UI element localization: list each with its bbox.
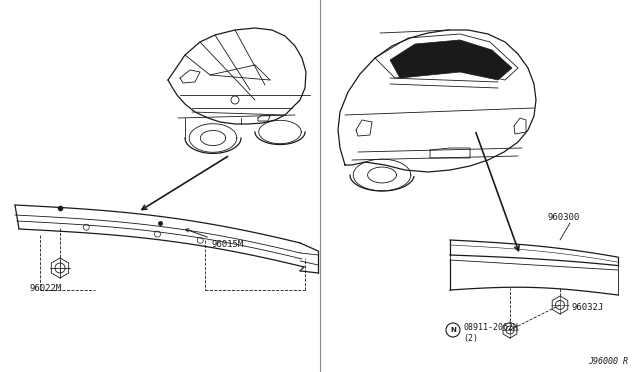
Text: 08911-2062H: 08911-2062H [463,324,518,333]
Text: 96032J: 96032J [572,304,604,312]
Text: 96015M: 96015M [212,240,244,249]
Polygon shape [390,40,512,80]
Text: J96000 R: J96000 R [588,357,628,366]
Text: 960300: 960300 [548,213,580,222]
Text: N: N [450,327,456,333]
Text: 96022M: 96022M [30,284,62,293]
Text: (2): (2) [463,334,478,343]
